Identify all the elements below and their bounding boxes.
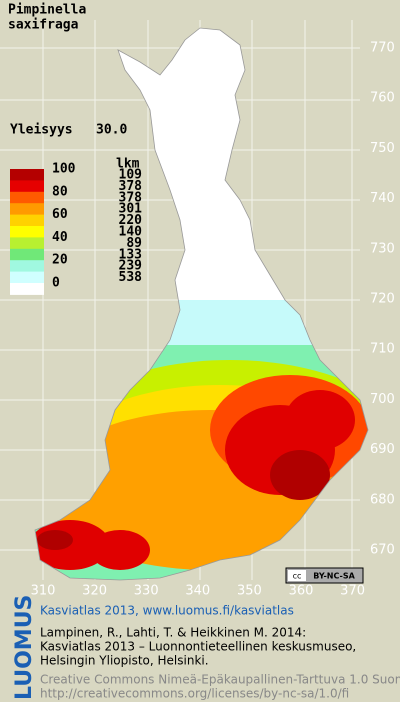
license-line: http://creativecommons.org/licenses/by-n… bbox=[40, 687, 349, 701]
legend-swatch bbox=[10, 191, 44, 204]
scale-label: 0 bbox=[52, 276, 60, 291]
northing-label: 770 bbox=[370, 41, 395, 56]
species-name: saxifraga bbox=[8, 18, 79, 33]
northing-label: 720 bbox=[370, 292, 395, 307]
count: 220 bbox=[119, 213, 143, 228]
license-text: BY-NC-SA bbox=[313, 572, 355, 581]
easting-label: 350 bbox=[237, 584, 262, 599]
easting-label: 360 bbox=[289, 584, 314, 599]
northing-label: 680 bbox=[370, 492, 395, 507]
count: 109 bbox=[119, 168, 142, 183]
northing-label: 740 bbox=[370, 191, 395, 206]
svg-text:cc: cc bbox=[293, 572, 302, 581]
citation: Helsingin Yliopisto, Helsinki. bbox=[40, 654, 209, 668]
footer-title: Kasviatlas 2013, www.luomus.fi/kasviatla… bbox=[40, 604, 294, 618]
scale-label: 20 bbox=[52, 253, 68, 268]
legend-swatch bbox=[10, 214, 44, 227]
northing-label: 730 bbox=[370, 241, 395, 256]
count: 378 bbox=[119, 179, 143, 194]
legend-swatch bbox=[10, 248, 44, 261]
count: 538 bbox=[119, 270, 143, 285]
northing-label: 750 bbox=[370, 141, 395, 156]
legend-swatch bbox=[10, 283, 44, 295]
legend: 1008060402001093783783012201408913323953… bbox=[10, 162, 142, 295]
legend-swatch bbox=[10, 169, 44, 181]
count-header: lkm bbox=[116, 157, 140, 172]
count: 378 bbox=[119, 190, 143, 205]
legend-swatch bbox=[10, 237, 44, 250]
northing-label: 760 bbox=[370, 91, 395, 106]
species-name: Pimpinella bbox=[8, 3, 86, 18]
count: 140 bbox=[119, 225, 143, 240]
country-outline bbox=[34, 27, 369, 581]
easting-label: 340 bbox=[185, 584, 210, 599]
legend-swatch bbox=[10, 271, 44, 284]
count: 89 bbox=[126, 236, 142, 251]
easting-label: 330 bbox=[134, 584, 159, 599]
citation: Lampinen, R., Lahti, T. & Heikkinen M. 2… bbox=[40, 626, 306, 640]
frequency-label: Yleisyys bbox=[10, 123, 73, 138]
logo: LUOMUS bbox=[12, 595, 37, 700]
easting-label: 370 bbox=[340, 584, 365, 599]
count: 239 bbox=[119, 259, 142, 274]
northing-label: 670 bbox=[370, 543, 395, 558]
legend-swatch bbox=[10, 180, 44, 193]
occurrence-grid bbox=[35, 28, 368, 580]
legend-swatch bbox=[10, 260, 44, 273]
license-line: Creative Commons Nimeä-Epäkaupallinen-Ta… bbox=[40, 673, 400, 687]
northing-label: 690 bbox=[370, 442, 395, 457]
scale-label: 60 bbox=[52, 207, 68, 222]
easting-label: 320 bbox=[82, 584, 107, 599]
license-badge: cc BY-NC-SA bbox=[285, 567, 364, 584]
scale-label: 40 bbox=[52, 230, 68, 245]
legend-swatch bbox=[10, 203, 44, 216]
citation: Kasviatlas 2013 – Luonnontieteellinen ke… bbox=[40, 640, 356, 654]
coordinate-labels: 770 760 750 740 730 720 710 700 690 680 670 310 320 3… bbox=[31, 41, 395, 599]
frequency-value: 30.0 bbox=[96, 123, 127, 138]
count: 301 bbox=[119, 202, 143, 217]
legend-swatch bbox=[10, 226, 44, 238]
easting-label: 310 bbox=[31, 584, 56, 599]
count: 133 bbox=[119, 247, 142, 262]
northing-label: 710 bbox=[370, 342, 395, 357]
scale-label: 100 bbox=[52, 162, 76, 177]
scale-label: 80 bbox=[52, 184, 68, 199]
northing-label: 700 bbox=[370, 392, 395, 407]
